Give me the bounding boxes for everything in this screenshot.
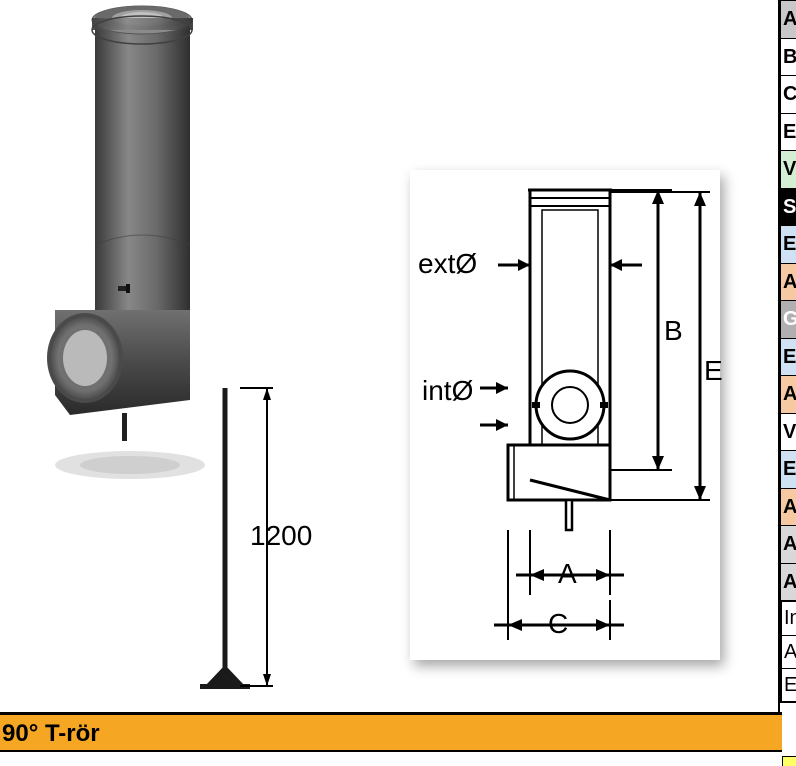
spec-row: A bbox=[780, 263, 796, 301]
spec-row: A bbox=[780, 375, 796, 413]
spec-row: C bbox=[780, 75, 796, 113]
spec-row: A bbox=[780, 563, 796, 601]
render-svg bbox=[40, 0, 220, 480]
spec-box-row: In bbox=[782, 602, 796, 635]
spec-row: E bbox=[780, 338, 796, 376]
schematic-drawing: extØ intØ B E A C bbox=[410, 170, 720, 660]
int-diameter-label: intØ bbox=[422, 375, 473, 407]
spec-row: E bbox=[780, 225, 796, 263]
spec-row: V bbox=[780, 413, 796, 451]
dim-a-label: A bbox=[558, 558, 577, 590]
spec-row: B bbox=[780, 38, 796, 76]
spec-row: E bbox=[780, 450, 796, 488]
dim-c-label: C bbox=[548, 608, 568, 640]
highlight-sliver bbox=[782, 756, 796, 766]
spec-row: A bbox=[780, 488, 796, 526]
rod-diagram: 1200 bbox=[195, 380, 315, 700]
dim-b-label: B bbox=[664, 315, 683, 347]
spec-row: G bbox=[780, 300, 796, 338]
spec-row: V bbox=[780, 150, 796, 188]
spec-row: S bbox=[780, 188, 796, 226]
spec-row: A bbox=[780, 0, 796, 38]
ext-diameter-label: extØ bbox=[418, 248, 477, 280]
section-title-bar: 90° T-rör bbox=[0, 712, 782, 752]
rod-height-label: 1200 bbox=[250, 520, 312, 552]
spec-box-row: A bbox=[782, 635, 796, 668]
spec-box-row: E bbox=[782, 668, 796, 701]
main-area: 1200 bbox=[0, 0, 780, 712]
product-render-3d bbox=[40, 0, 220, 440]
spec-table-partial: ABCEVSEAGEAVEAAA bbox=[780, 0, 796, 600]
spec-row: E bbox=[780, 113, 796, 151]
spec-row: A bbox=[780, 525, 796, 563]
dim-e-label: E bbox=[704, 355, 723, 387]
spec-table-box: InAE bbox=[780, 600, 796, 703]
